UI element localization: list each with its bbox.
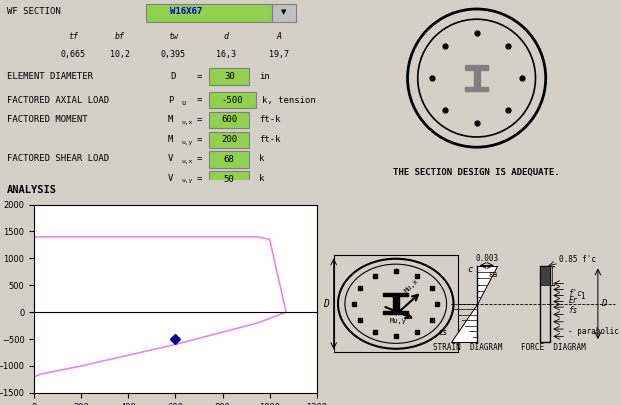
Text: 68: 68 [224, 155, 235, 164]
Text: u,y: u,y [181, 179, 193, 183]
Text: 0.003: 0.003 [475, 254, 498, 263]
Text: D: D [170, 72, 176, 81]
Text: FACTORED AXIAL LOAD: FACTORED AXIAL LOAD [7, 96, 109, 104]
Text: fs: fs [568, 306, 578, 315]
Text: Er: Er [568, 296, 578, 305]
FancyBboxPatch shape [273, 4, 296, 21]
Text: u,x: u,x [181, 159, 193, 164]
Text: =: = [197, 96, 202, 104]
Text: =: = [197, 115, 202, 124]
Text: 0.85 f'c: 0.85 f'c [559, 255, 596, 264]
Text: THE SECTION DESIGN IS ADEQUATE.: THE SECTION DESIGN IS ADEQUATE. [393, 168, 560, 177]
FancyBboxPatch shape [209, 112, 249, 128]
Text: k: k [259, 174, 265, 183]
Bar [474, 70, 479, 87]
Text: k: k [259, 154, 265, 163]
Text: 600: 600 [221, 115, 237, 124]
Text: 19,7: 19,7 [269, 51, 289, 60]
Bar [333, 256, 458, 352]
Text: εa: εa [489, 270, 498, 279]
Text: 16,3: 16,3 [216, 51, 236, 60]
Bar [465, 87, 488, 91]
Text: ft-k: ft-k [259, 135, 281, 144]
Text: 0,395: 0,395 [160, 51, 185, 60]
Text: =: = [197, 135, 202, 144]
Text: 30: 30 [224, 72, 235, 81]
Polygon shape [477, 266, 497, 304]
Text: 1: 1 [581, 292, 585, 301]
Text: f'c: f'c [568, 289, 582, 298]
Text: D: D [601, 299, 606, 308]
Text: tf: tf [68, 32, 78, 41]
Text: Mu,x: Mu,x [404, 277, 420, 294]
Text: =: = [197, 72, 202, 81]
Bar [540, 266, 550, 342]
FancyBboxPatch shape [146, 4, 273, 21]
Text: c: c [468, 265, 473, 274]
Text: u,x: u,x [181, 120, 193, 125]
FancyBboxPatch shape [209, 151, 249, 168]
Text: ANALYSIS: ANALYSIS [7, 185, 57, 195]
Text: u: u [181, 100, 185, 106]
FancyBboxPatch shape [209, 132, 249, 148]
Text: - parabolic: - parabolic [568, 327, 619, 336]
Text: FACTORED SHEAR LOAD: FACTORED SHEAR LOAD [7, 154, 109, 163]
Text: =: = [197, 174, 202, 183]
Text: =: = [197, 154, 202, 163]
Text: 10,2: 10,2 [109, 51, 130, 60]
Text: 0,665: 0,665 [61, 51, 86, 60]
Polygon shape [451, 304, 477, 342]
Text: D: D [323, 299, 329, 309]
Bar [384, 311, 408, 314]
Bar [540, 266, 550, 285]
FancyBboxPatch shape [209, 68, 249, 85]
Text: -500: -500 [222, 96, 243, 104]
Bar [384, 293, 408, 296]
FancyBboxPatch shape [209, 92, 256, 108]
Bar [465, 66, 488, 70]
Text: M: M [168, 115, 173, 124]
Text: u,y: u,y [181, 140, 193, 145]
Text: ELEMENT DIAMETER: ELEMENT DIAMETER [7, 72, 93, 81]
Text: bf: bf [115, 32, 125, 41]
Text: d: d [224, 32, 229, 41]
Bar [393, 296, 399, 311]
Text: 200: 200 [221, 135, 237, 144]
Text: tw: tw [168, 32, 178, 41]
Text: ft-k: ft-k [259, 115, 281, 124]
Text: P: P [168, 96, 173, 104]
Text: ▼: ▼ [281, 9, 287, 15]
Text: Mu,y: Mu,y [390, 318, 407, 324]
Text: STRAIN  DIAGRAM: STRAIN DIAGRAM [433, 343, 502, 352]
Text: V: V [168, 154, 173, 163]
Text: M: M [168, 135, 173, 144]
FancyBboxPatch shape [209, 171, 249, 188]
Text: V: V [168, 174, 173, 183]
Text: εs: εs [438, 328, 448, 337]
Text: W16X67: W16X67 [170, 7, 202, 16]
Text: A: A [276, 32, 281, 41]
Text: 50: 50 [224, 175, 235, 184]
Text: k, tension: k, tension [263, 96, 316, 104]
Text: FORCE  DIAGRAM: FORCE DIAGRAM [522, 343, 586, 352]
Text: in: in [259, 72, 270, 81]
Text: WF SECTION: WF SECTION [7, 7, 60, 16]
Text: FACTORED MOMENT: FACTORED MOMENT [7, 115, 88, 124]
